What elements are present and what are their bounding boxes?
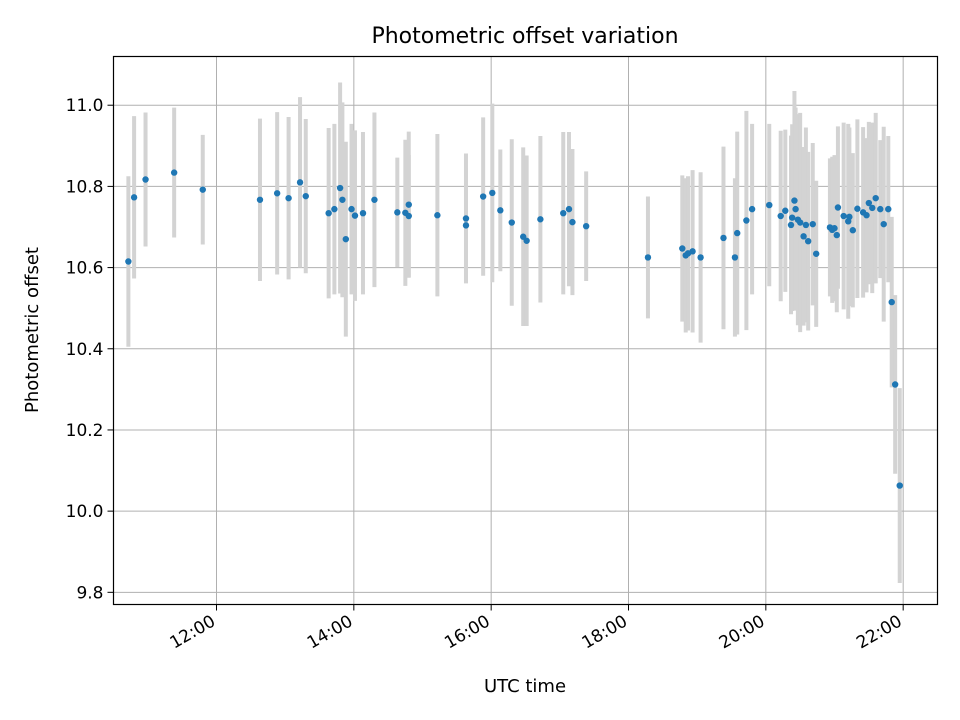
data-points [125, 169, 903, 489]
data-point [846, 213, 853, 221]
data-point [302, 192, 309, 200]
y-axis-ticks: 9.8 10.0 10.2 10.4 10.6 10.8 11.0 [66, 96, 114, 603]
plot-frame [112, 55, 939, 606]
x-tick-label: 20:00 [716, 612, 768, 654]
data-point [872, 194, 879, 202]
data-point [170, 169, 178, 176]
data-point [497, 207, 504, 214]
data-point [782, 207, 789, 214]
data-point [888, 298, 895, 306]
data-point [125, 258, 132, 265]
y-tick-label: 10.0 [66, 502, 104, 522]
y-tick-label: 10.4 [66, 340, 104, 360]
data-point [644, 254, 652, 261]
data-point [802, 221, 810, 229]
x-tick-label: 14:00 [304, 612, 356, 654]
data-point [831, 225, 838, 232]
data-point [833, 231, 840, 239]
data-point [371, 196, 378, 203]
data-point [351, 212, 359, 219]
data-point [508, 219, 515, 226]
x-tick-label: 16:00 [441, 612, 493, 654]
x-tick-label: 12:00 [167, 612, 219, 654]
data-point [854, 205, 861, 212]
data-point [130, 194, 138, 201]
y-tick-label: 10.6 [66, 259, 104, 279]
data-point [880, 220, 887, 228]
data-point [405, 212, 412, 220]
y-axis-label: Photometric offset [22, 247, 43, 413]
data-point [788, 214, 796, 221]
data-point [804, 237, 812, 245]
data-point [840, 212, 847, 220]
data-point [734, 229, 741, 237]
data-point [787, 221, 795, 229]
grid [113, 56, 938, 605]
data-point [885, 205, 892, 213]
data-point [394, 209, 401, 216]
data-point [869, 204, 876, 212]
data-point [565, 205, 573, 213]
data-point [339, 196, 346, 203]
y-tick-label: 9.8 [76, 583, 103, 603]
x-tick-label: 18:00 [579, 612, 631, 654]
data-point [273, 190, 281, 197]
data-point [359, 209, 367, 217]
data-point [743, 217, 750, 224]
data-point [689, 248, 696, 255]
data-point [791, 197, 798, 204]
data-point [560, 209, 567, 217]
data-point [777, 212, 784, 220]
data-point [434, 212, 441, 219]
data-point [766, 201, 773, 209]
data-point [142, 176, 149, 183]
data-point [342, 235, 350, 243]
data-point [336, 184, 344, 192]
data-point [569, 218, 576, 226]
data-point [348, 205, 355, 213]
data-point [849, 227, 857, 234]
data-point [792, 205, 799, 213]
chart-title: Photometric offset variation [371, 24, 678, 49]
data-point [865, 199, 873, 207]
data-point [537, 216, 544, 223]
x-axis-label: UTC time [484, 676, 566, 697]
y-tick-label: 10.8 [66, 177, 104, 197]
data-point [325, 209, 332, 217]
data-point [891, 381, 899, 388]
data-point [863, 212, 870, 219]
data-point [582, 222, 590, 230]
y-tick-label: 10.2 [66, 421, 104, 441]
data-point [796, 219, 804, 226]
data-point [896, 482, 903, 489]
data-point [809, 220, 816, 228]
data-point [256, 196, 264, 203]
errorbars [126, 82, 902, 583]
x-tick-label: 22:00 [853, 612, 905, 654]
x-axis-ticks: 12:00 14:00 16:00 18:00 20:00 22:00 [167, 604, 906, 654]
data-point [296, 179, 304, 186]
data-point [489, 189, 496, 197]
data-point [748, 205, 756, 213]
data-point [479, 193, 487, 200]
data-point [462, 222, 470, 229]
y-tick-label: 11.0 [66, 96, 104, 116]
data-point [697, 254, 704, 261]
data-point [877, 205, 884, 213]
data-point [523, 237, 530, 244]
data-point [199, 186, 206, 193]
data-point [812, 250, 820, 257]
data-point [679, 245, 686, 252]
data-point [800, 233, 807, 240]
data-point [720, 234, 727, 242]
data-point [331, 205, 338, 213]
data-point [285, 194, 292, 202]
data-point [405, 201, 412, 208]
data-point [462, 215, 470, 222]
data-point [731, 254, 739, 261]
data-point [834, 204, 842, 211]
